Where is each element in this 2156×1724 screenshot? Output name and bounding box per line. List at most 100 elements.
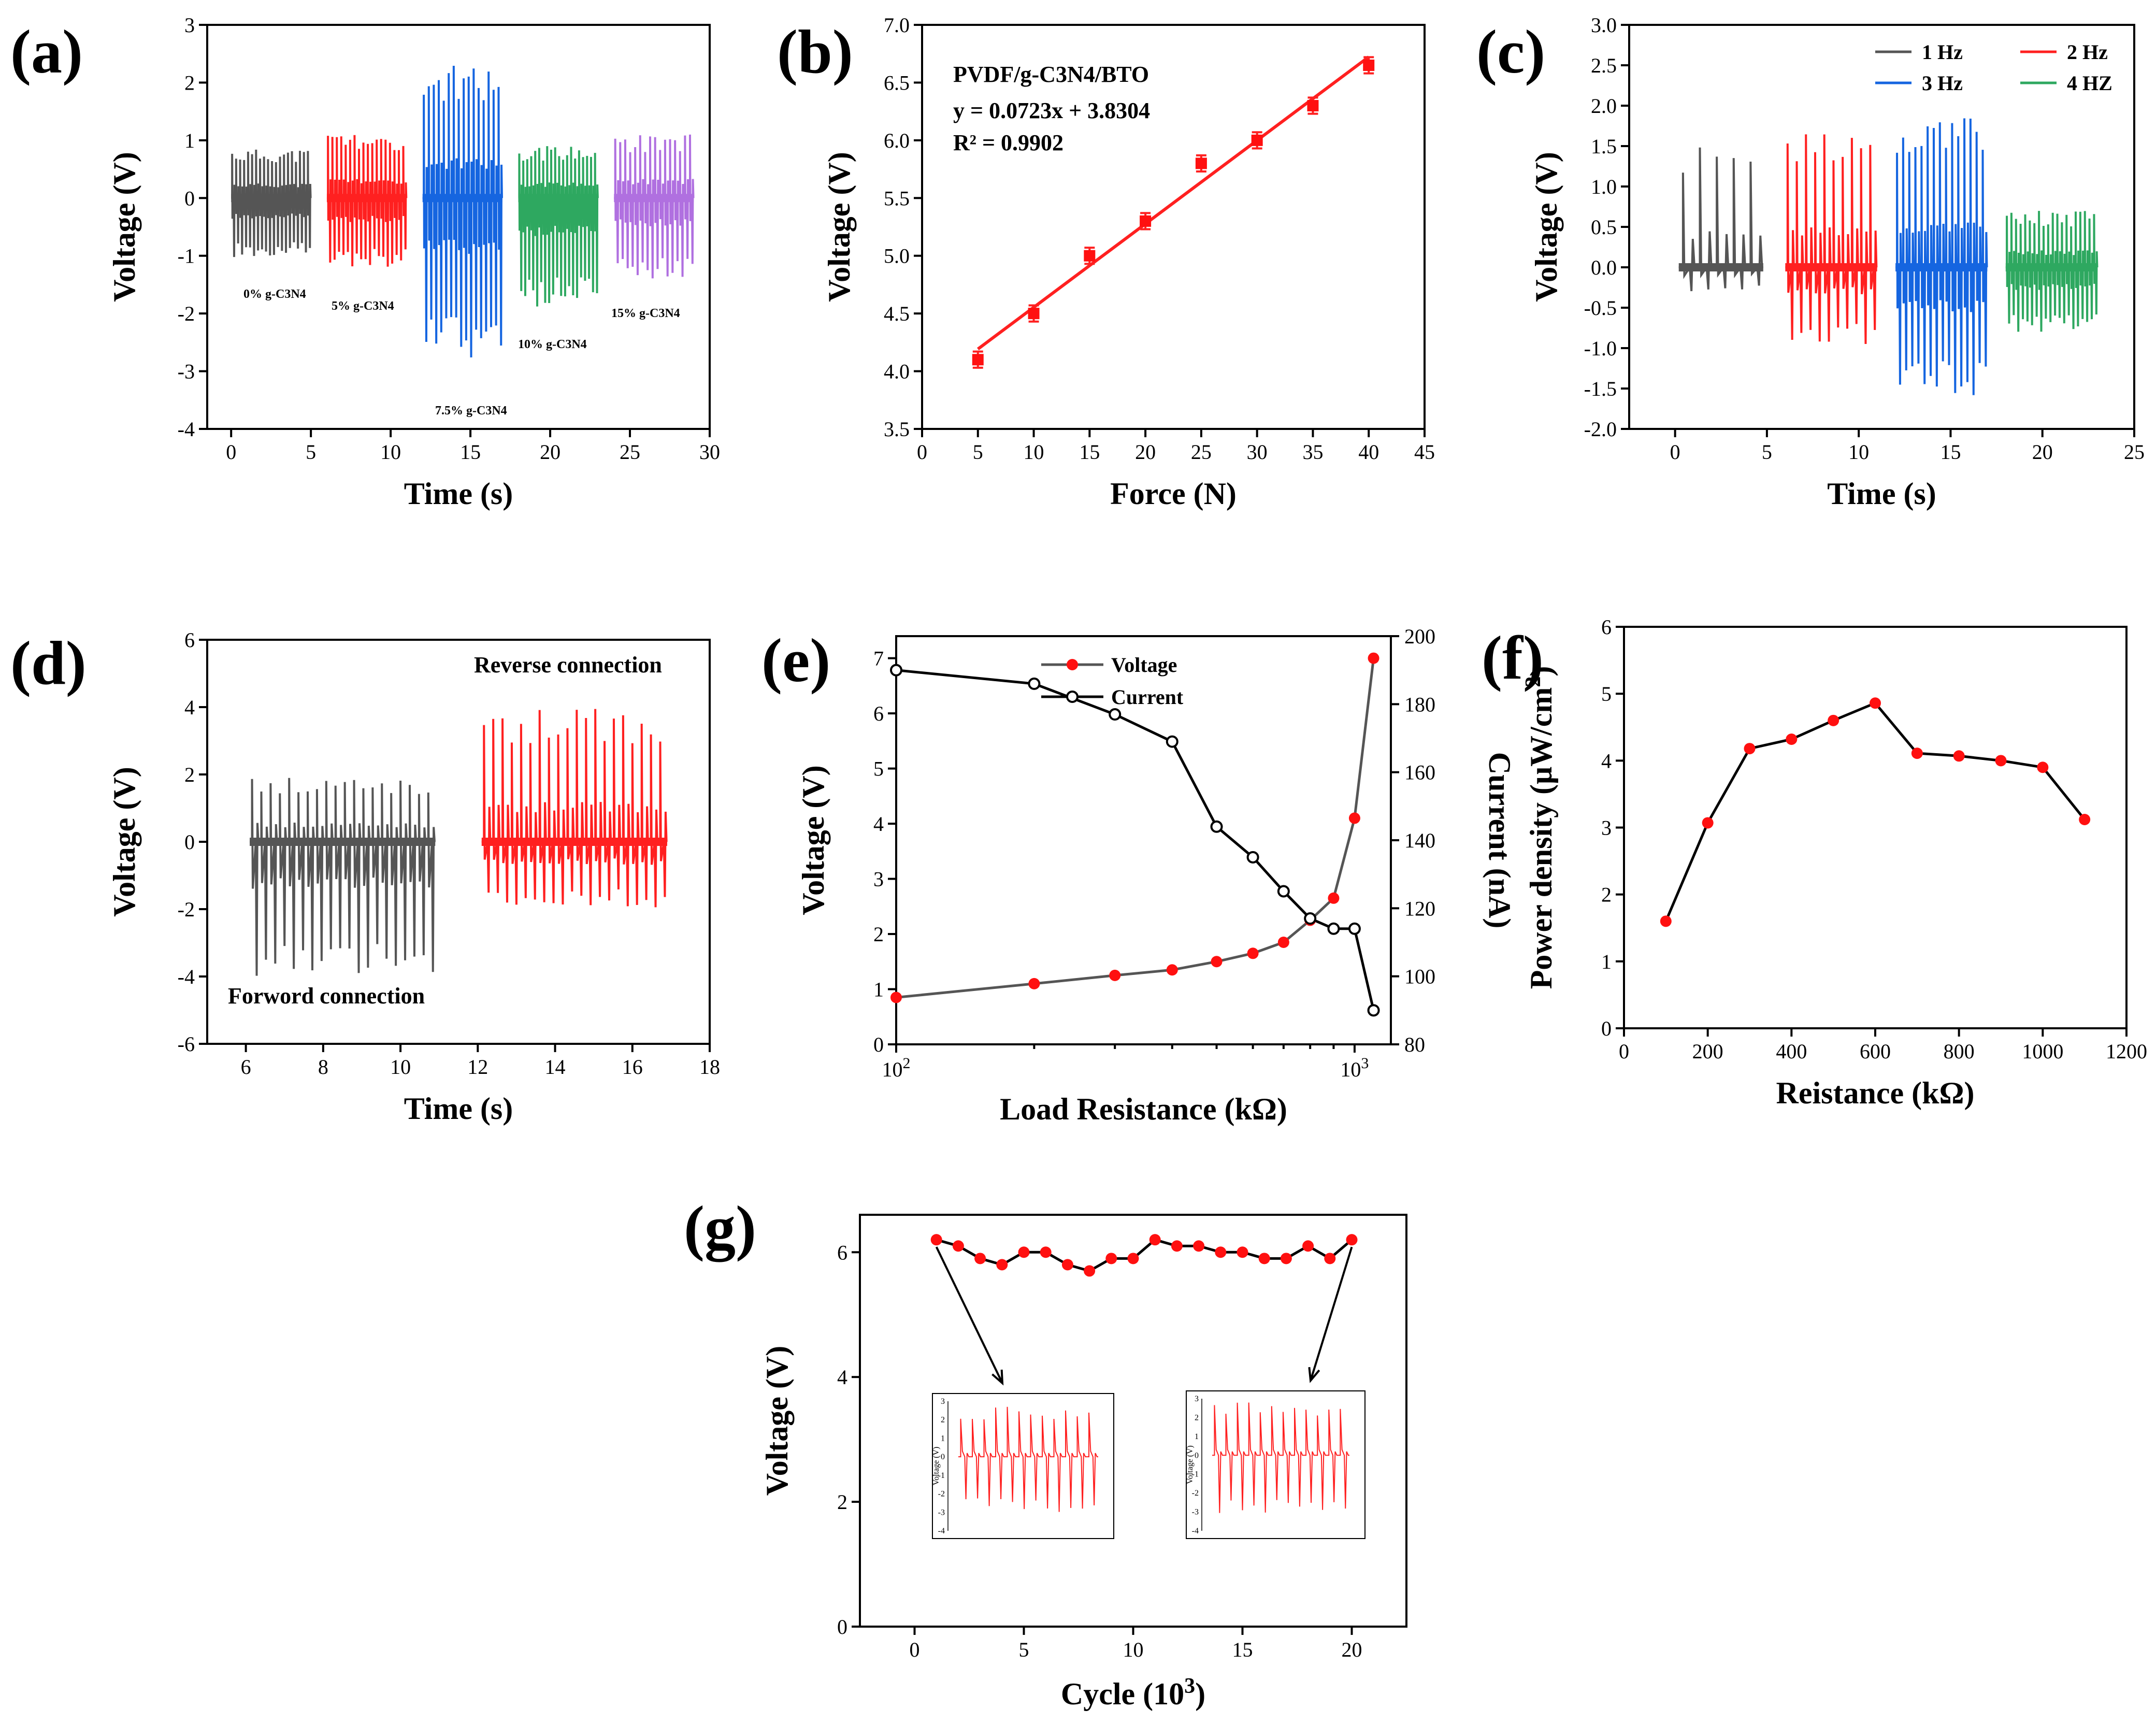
panel-label: (c) (1476, 17, 1545, 86)
y-tick-label: 4.5 (884, 302, 910, 325)
y-tick-label: 6 (873, 702, 884, 725)
x-tick-label: 400 (1776, 1040, 1807, 1063)
current-point (1304, 912, 1317, 925)
y-tick-label: 3 (1601, 816, 1612, 840)
x-tick-label: 15 (1940, 440, 1961, 464)
y-axis-title: Voltage (V) (107, 767, 141, 916)
y2-tick-label: 200 (1404, 625, 1435, 648)
legend-current-marker (1066, 691, 1079, 703)
panel-d: (d) 6 8 10 12 14 16 18 -6 -4 -2 0 2 4 6 Time (s) Voltage… (10, 628, 720, 1126)
x-tick-label: 30 (1247, 440, 1268, 464)
x-tick-label: 0 (917, 440, 927, 464)
inset-y-tick-label: -2 (1192, 1489, 1199, 1498)
panel-label: (e) (761, 626, 830, 695)
y-tick-label: 3 (873, 868, 884, 891)
cycle-point (996, 1259, 1008, 1271)
reverse-annotation: Reverse connection (474, 652, 662, 678)
data-point (1028, 308, 1040, 320)
panel-b: (b) 0 5 10 15 20 25 30 35 40 45 3.5 4.0 4.5 5.0 5.5 6.0 6… (777, 13, 1435, 511)
x-axis-title: Time (s) (404, 1091, 513, 1126)
y-tick-label: -2.0 (1584, 418, 1617, 441)
inset-0: 3 2 1 0 -1 -2 -3 -4 Voltage (V) (932, 1393, 1114, 1539)
y2-tick-label: 180 (1404, 693, 1435, 716)
voltage-point (1328, 892, 1340, 904)
x-tick-label: 10 (1123, 1638, 1144, 1661)
panel-label: (b) (777, 17, 853, 86)
y-tick-label: 2 (1601, 883, 1612, 907)
cycle-point (952, 1240, 964, 1252)
r-squared: R² = 0.9902 (953, 130, 1063, 155)
cycle-point (1193, 1240, 1205, 1252)
baseline-band-1 (1785, 263, 1877, 271)
power-point (2079, 814, 2091, 825)
inset-y-tick-label: -2 (938, 1490, 945, 1499)
inset-y-tick-label: 1 (1195, 1432, 1199, 1441)
x-tick-label: 45 (1414, 440, 1435, 464)
y-tick-label: -1.5 (1584, 377, 1617, 400)
y-axis-title: Voltage (V) (760, 1346, 794, 1496)
baseline-band-1 (481, 838, 667, 846)
cycle-point (1171, 1240, 1183, 1252)
voltage-point (890, 992, 902, 1003)
x-tick-label: 0 (1670, 440, 1680, 464)
y-tick-label: 2 (184, 71, 195, 94)
x-tick-label: 102 (882, 1055, 911, 1081)
voltage-point (1028, 978, 1040, 989)
legend-label-0: 1 Hz (1922, 40, 1963, 64)
arrow-left (935, 1246, 1003, 1384)
baseline-band-1 (326, 194, 407, 203)
y-tick-label: 1.0 (1591, 175, 1617, 198)
panel-label: (g) (684, 1193, 756, 1262)
panel-label: (f) (1482, 623, 1544, 692)
inset-y-tick-label: 2 (1195, 1413, 1199, 1422)
y-tick-label: 6 (837, 1241, 847, 1264)
y-tick-label: 6 (1601, 615, 1612, 639)
data-point (1195, 157, 1207, 169)
current-point (1277, 885, 1290, 898)
x-tick-label: 1000 (2022, 1040, 2063, 1063)
y-tick-label: 2.0 (1591, 94, 1617, 118)
inset-y-label: Voltage (V) (932, 1447, 941, 1486)
current-point (1109, 708, 1122, 721)
y-axis-title: Voltage (V) (1529, 152, 1563, 301)
x-tick-label: 10 (380, 440, 401, 464)
x-tick-label: 800 (1944, 1040, 1975, 1063)
y-tick-label: 7 (873, 647, 884, 670)
data-point (972, 354, 984, 366)
inset-y-tick-label: -1 (938, 1471, 945, 1480)
current-point (1246, 851, 1259, 864)
y2-tick-label: 140 (1404, 829, 1435, 852)
y-tick-label: 1 (873, 978, 884, 1001)
x-tick-label: 15 (460, 440, 481, 464)
x-tick-label: 18 (699, 1055, 720, 1079)
x-axis-title: Force (N) (1110, 477, 1237, 511)
power-point (1870, 697, 1881, 709)
plot-frame (206, 24, 711, 430)
inset-y-tick-label: -4 (938, 1527, 945, 1535)
x-tick-label: 25 (620, 440, 640, 464)
x-tick-label: 0 (1619, 1040, 1629, 1063)
power-point (1995, 755, 2007, 767)
x-tick-label: 25 (2124, 440, 2145, 464)
y-tick-label: 5 (1601, 682, 1612, 706)
series-annotation-1: 5% g-C3N4 (332, 299, 394, 313)
baseline-band-2 (422, 194, 502, 203)
arrow-right-head (1308, 1367, 1320, 1383)
series-annotation-3: 10% g-C3N4 (518, 338, 587, 351)
cycle-point (1237, 1246, 1248, 1258)
y-tick-label: -1.0 (1584, 337, 1617, 360)
power-point (2037, 762, 2049, 773)
panel-a: (a) 0 5 10 15 20 25 30 -4 -3 -2 -1 0 1 2 3 Time (s) Volta… (10, 13, 720, 511)
inset-y-tick-label: -1 (1192, 1470, 1199, 1479)
power-point (1702, 817, 1714, 829)
arrow-right (1310, 1246, 1353, 1381)
panel-label: (d) (10, 628, 87, 697)
y-tick-label: -2 (178, 898, 195, 921)
x-tick-label: 25 (1191, 440, 1212, 464)
x-tick-label: 20 (2032, 440, 2053, 464)
x-tick-label: 10 (1848, 440, 1869, 464)
data-point (1084, 250, 1096, 262)
x-tick-label: 6 (241, 1055, 251, 1079)
y-tick-label: -1 (178, 245, 195, 268)
